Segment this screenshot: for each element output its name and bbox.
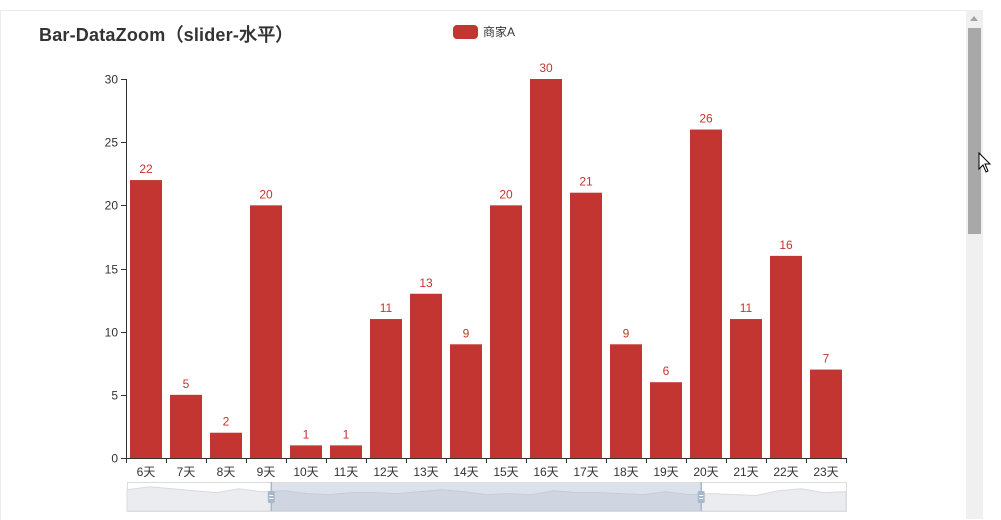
x-axis-tick-label: 13天 xyxy=(413,465,438,479)
bar[interactable] xyxy=(170,394,202,458)
x-axis-tick-label: 9天 xyxy=(257,465,276,479)
x-axis-tick-label: 20天 xyxy=(693,465,718,479)
bar[interactable] xyxy=(450,344,482,458)
bar-value-label: 6 xyxy=(663,364,670,378)
scrollbar-thumb[interactable] xyxy=(968,28,981,234)
x-axis-tick-label: 11天 xyxy=(334,465,358,479)
bar[interactable] xyxy=(610,344,642,458)
legend-swatch-icon xyxy=(453,24,478,39)
bar[interactable] xyxy=(770,255,802,458)
x-axis-tick-label: 14天 xyxy=(453,465,478,479)
y-axis-tick-label: 15 xyxy=(105,263,119,277)
bar[interactable] xyxy=(130,180,162,459)
x-axis-tick-label: 23天 xyxy=(813,465,838,479)
y-axis-tick-label: 25 xyxy=(105,136,119,150)
x-axis-tick-label: 21天 xyxy=(733,465,758,479)
bar-value-label: 7 xyxy=(823,352,830,366)
bar-value-label: 26 xyxy=(699,112,713,126)
datazoom-start-handle[interactable] xyxy=(267,491,275,503)
bar-value-label: 30 xyxy=(539,61,553,75)
legend-label: 商家A xyxy=(483,25,516,39)
bar-value-label: 1 xyxy=(303,427,310,441)
bar[interactable] xyxy=(210,432,242,458)
x-axis-tick-label: 19天 xyxy=(653,465,678,479)
bar-value-label: 11 xyxy=(740,301,753,315)
bar-value-label: 9 xyxy=(623,326,630,340)
x-axis-tick-label: 10天 xyxy=(293,465,318,479)
chart-title: Bar-DataZoom（slider-水平） xyxy=(39,25,294,45)
vertical-scrollbar[interactable] xyxy=(966,10,983,519)
bar[interactable] xyxy=(570,192,602,458)
datazoom-overview-area xyxy=(126,486,847,512)
datazoom-end-handle[interactable] xyxy=(697,491,705,503)
bar[interactable] xyxy=(690,129,722,459)
bar[interactable] xyxy=(810,369,842,458)
bar[interactable] xyxy=(290,445,322,458)
bar-value-label: 9 xyxy=(463,326,470,340)
x-axis-tick-label: 16天 xyxy=(533,465,558,479)
bar-value-label: 13 xyxy=(419,276,433,290)
y-axis-tick-label: 10 xyxy=(105,326,119,340)
y-axis-tick-label: 0 xyxy=(111,452,118,466)
x-axis-tick-label: 7天 xyxy=(177,465,196,479)
y-axis-tick-label: 20 xyxy=(105,199,119,213)
x-axis-tick-label: 18天 xyxy=(613,465,638,479)
bar-value-label: 20 xyxy=(259,187,273,201)
bar[interactable] xyxy=(250,205,282,458)
y-axis-tick-label: 5 xyxy=(111,389,118,403)
x-axis-tick-label: 12天 xyxy=(373,465,398,479)
bar-value-label: 22 xyxy=(139,162,153,176)
bar[interactable] xyxy=(370,319,402,458)
x-axis-tick-label: 15天 xyxy=(493,465,518,479)
bar-value-label: 16 xyxy=(779,238,793,252)
bar-value-label: 1 xyxy=(343,427,350,441)
scroll-up-arrow-icon[interactable] xyxy=(970,16,978,21)
bar[interactable] xyxy=(330,445,362,458)
bar-value-label: 5 xyxy=(183,377,190,391)
bar-chart: 0 5 10 15 20 25 30 22 6天 5 7天 2 8天 20 9天 1 10天 1 11天 11 12天 1… xyxy=(105,61,847,512)
bar[interactable] xyxy=(490,205,522,458)
bar-value-label: 11 xyxy=(380,301,393,315)
bar-value-label: 21 xyxy=(579,175,593,189)
bar[interactable] xyxy=(730,319,762,458)
datazoom-selected-range[interactable] xyxy=(271,483,702,511)
x-axis-tick-label: 22天 xyxy=(773,465,798,479)
bar[interactable] xyxy=(530,79,562,458)
legend-item-merchant-a[interactable]: 商家A xyxy=(453,23,515,40)
bar[interactable] xyxy=(410,293,442,458)
bar[interactable] xyxy=(650,382,682,458)
x-axis-tick-label: 6天 xyxy=(137,465,156,479)
mouse-cursor-icon xyxy=(978,152,992,173)
bar-value-label: 2 xyxy=(223,415,230,429)
x-axis-tick-label: 17天 xyxy=(573,465,598,479)
bar-value-label: 20 xyxy=(499,187,513,201)
x-axis-tick-label: 8天 xyxy=(217,465,236,479)
y-axis-tick-label: 30 xyxy=(105,73,119,87)
